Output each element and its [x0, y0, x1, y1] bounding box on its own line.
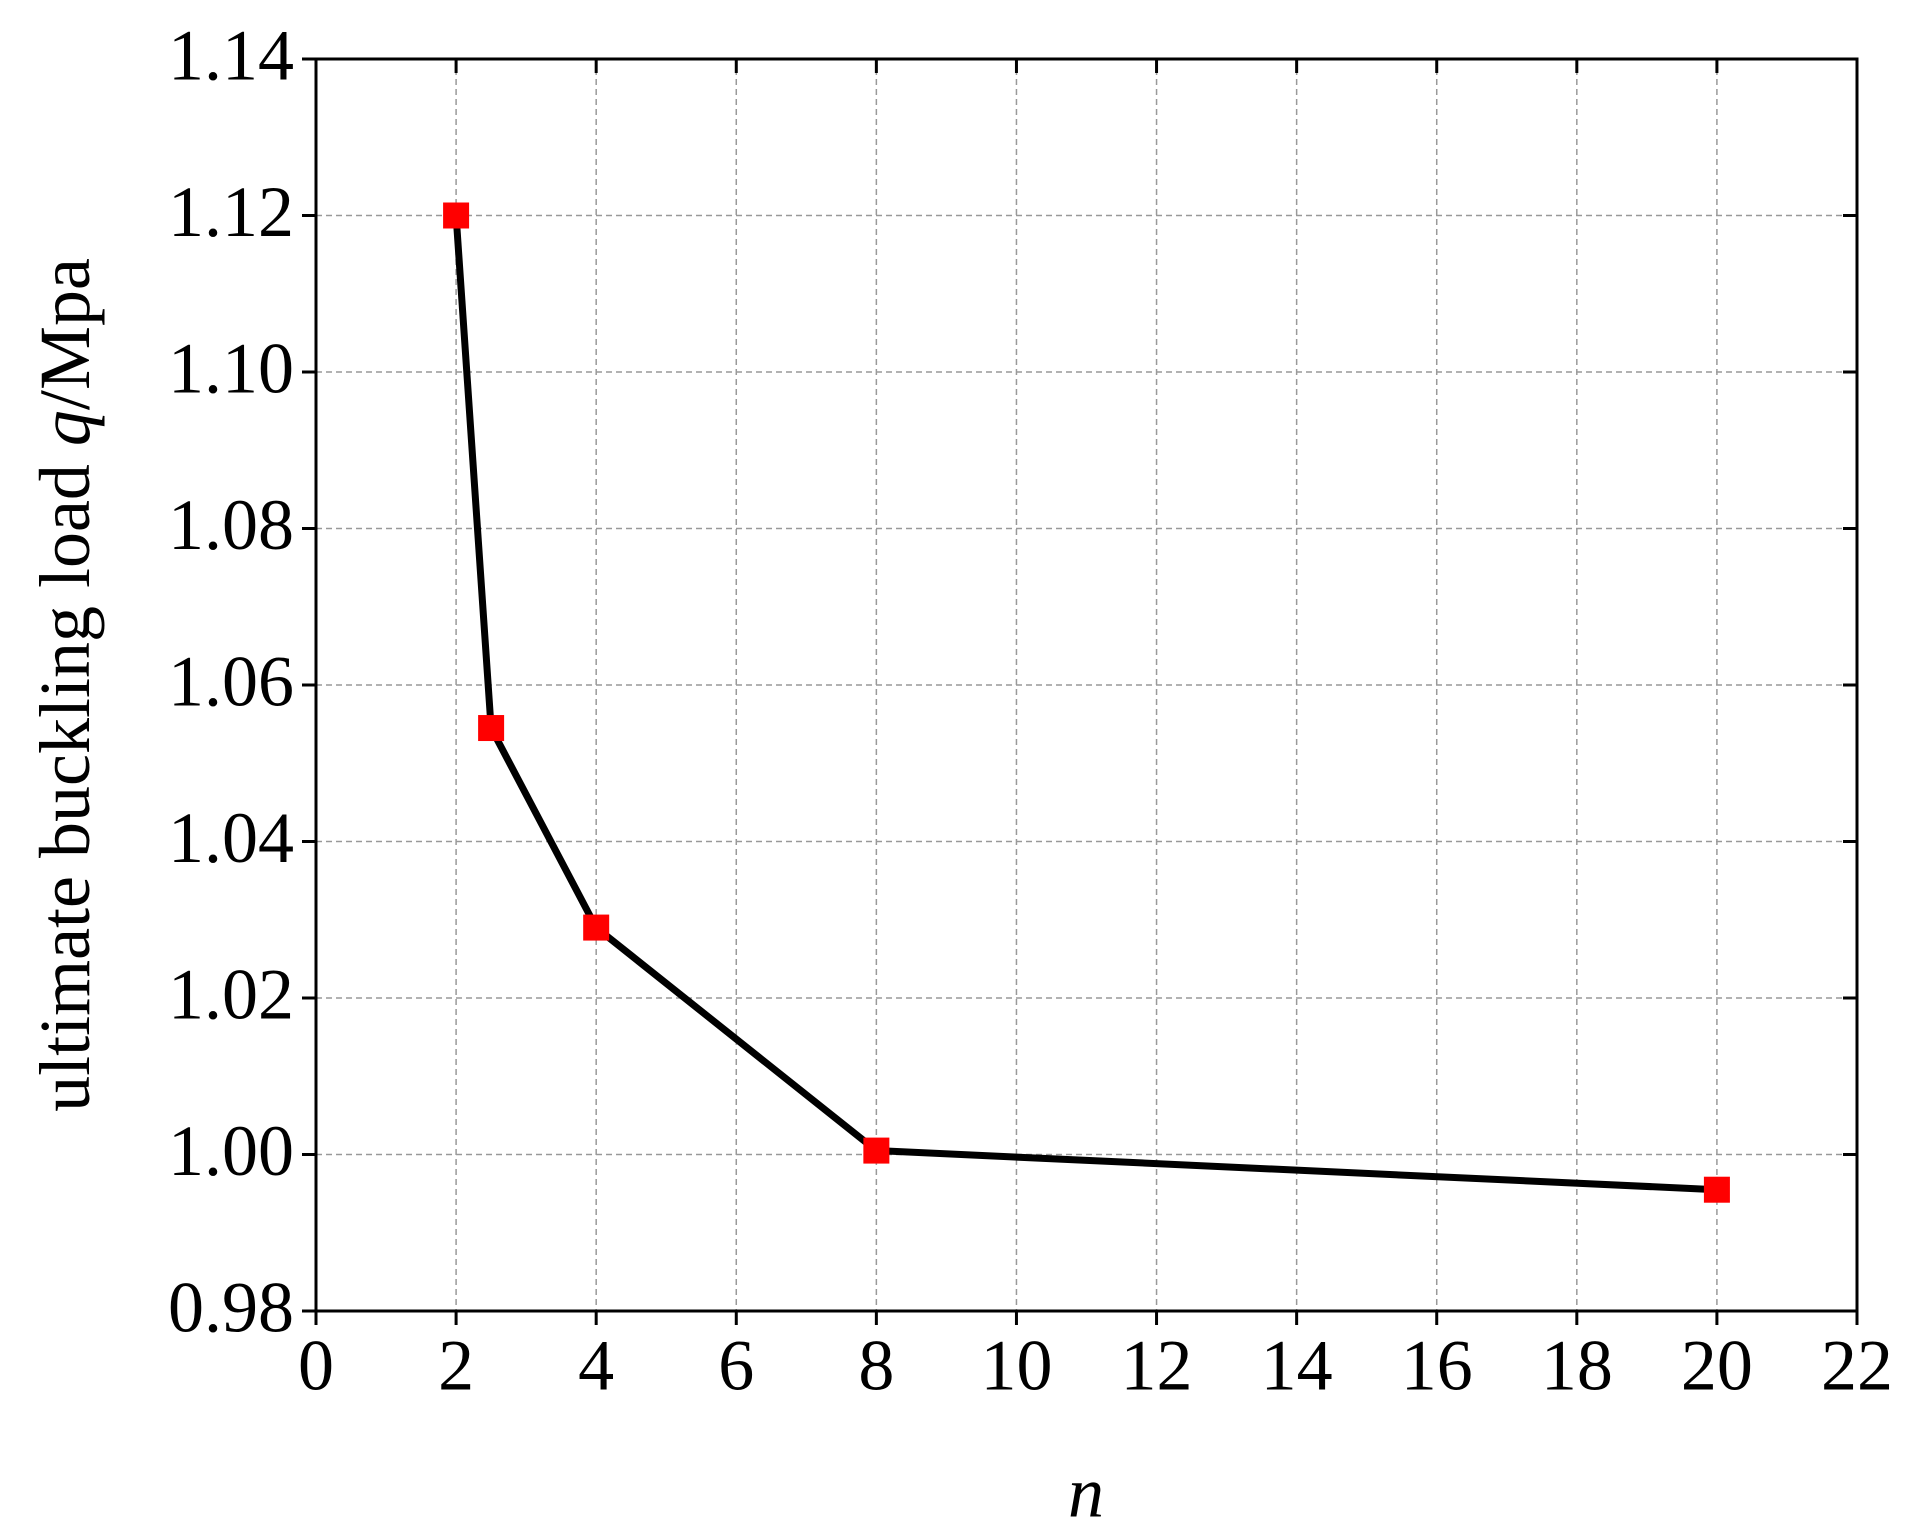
y-axis-label-symbol: q — [25, 410, 105, 446]
y-tick-label: 1.04 — [168, 798, 294, 878]
x-tick-label: 6 — [718, 1326, 754, 1406]
y-tick-label: 1.08 — [168, 485, 294, 565]
data-point — [443, 202, 470, 229]
y-tick-label: 0.98 — [168, 1268, 294, 1348]
plot-frame — [314, 57, 1859, 1313]
y-tick-label: 1.06 — [168, 642, 294, 722]
y-tick-label: 1.02 — [168, 955, 294, 1035]
x-tick-label: 12 — [1121, 1326, 1193, 1406]
x-tick-label: 14 — [1261, 1326, 1333, 1406]
x-tick-label: 16 — [1401, 1326, 1473, 1406]
y-axis-label-unit: /Mpa — [25, 258, 105, 410]
x-tick-label: 0 — [298, 1326, 334, 1406]
y-tick-label: 1.14 — [168, 16, 294, 96]
data-point — [863, 1137, 890, 1164]
x-tick-label: 20 — [1681, 1326, 1753, 1406]
data-point — [478, 715, 505, 742]
data-point — [583, 914, 610, 941]
x-tick-label: 18 — [1541, 1326, 1613, 1406]
x-tick-label: 2 — [438, 1326, 474, 1406]
y-tick-label: 1.10 — [168, 329, 294, 409]
y-tick-label: 1.00 — [168, 1111, 294, 1191]
y-tick-label: 1.12 — [168, 172, 294, 252]
x-axis-label: n — [1068, 1453, 1104, 1532]
data-line — [452, 215, 1718, 1194]
y-axis-label: ultimate buckling load q/Mpa — [25, 258, 105, 1112]
x-tick-label: 4 — [578, 1326, 614, 1406]
x-tick-label: 22 — [1821, 1326, 1893, 1406]
x-tick-label: 10 — [980, 1326, 1052, 1406]
data-point — [1703, 1176, 1730, 1203]
y-axis-label-text: ultimate buckling load — [25, 446, 105, 1112]
x-tick-label: 8 — [858, 1326, 894, 1406]
